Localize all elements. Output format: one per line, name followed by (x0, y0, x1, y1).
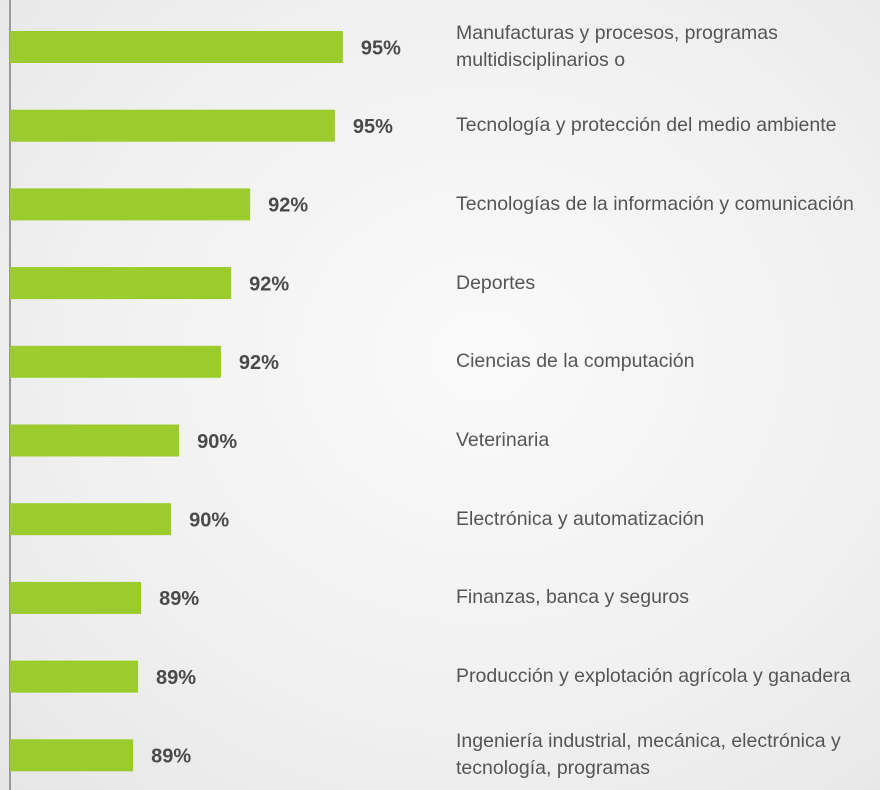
bar (10, 581, 142, 614)
bar (10, 31, 343, 63)
category-text: Tecnologías de la información y comunica… (456, 192, 854, 215)
category-label: Manufacturas y procesos, programas multi… (456, 17, 876, 77)
bar (10, 424, 180, 457)
category-text: Manufacturas y procesos, programas multi… (456, 22, 778, 71)
category-text: Ciencias de la computación (456, 350, 695, 373)
category-label: Tecnologías de la información y comunica… (456, 174, 876, 234)
value-label: 92% (268, 195, 308, 217)
category-label: Finanzas, banca y seguros (456, 568, 876, 628)
category-label: Deportes (456, 253, 876, 313)
value-label: 89% (151, 746, 191, 768)
category-text: Electrónica y automatización (456, 507, 705, 530)
category-label: Producción y explotación agrícola y gana… (456, 647, 876, 707)
category-label: Tecnología y protección del medio ambien… (456, 96, 876, 156)
value-label: 90% (197, 431, 237, 453)
category-text: Veterinaria (456, 429, 550, 451)
category-label: Ciencias de la computación (456, 332, 876, 392)
value-label: 89% (156, 667, 196, 689)
category-label: Veterinaria (456, 411, 876, 471)
bar (10, 660, 139, 693)
value-label: 95% (353, 116, 393, 138)
category-label: Ingeniería industrial, mecánica, electró… (456, 725, 876, 785)
bar (10, 503, 172, 536)
category-text: Finanzas, banca y seguros (456, 586, 690, 609)
category-text: Tecnología y protección del medio ambien… (456, 114, 837, 137)
category-text: Ingeniería industrial, mecánica, electró… (456, 730, 841, 780)
value-label: 92% (249, 273, 289, 295)
bar (10, 188, 251, 221)
bar (10, 109, 335, 142)
bar (10, 345, 221, 378)
value-label: 89% (159, 588, 199, 610)
bar (10, 739, 134, 772)
value-label: 95% (361, 37, 401, 59)
value-label: 90% (189, 509, 229, 531)
category-text: Deportes (456, 271, 536, 294)
category-label: Electrónica y automatización (456, 489, 876, 549)
bar (10, 267, 232, 300)
value-label: 92% (239, 352, 279, 374)
category-text: Producción y explotación agrícola y gana… (456, 665, 851, 688)
